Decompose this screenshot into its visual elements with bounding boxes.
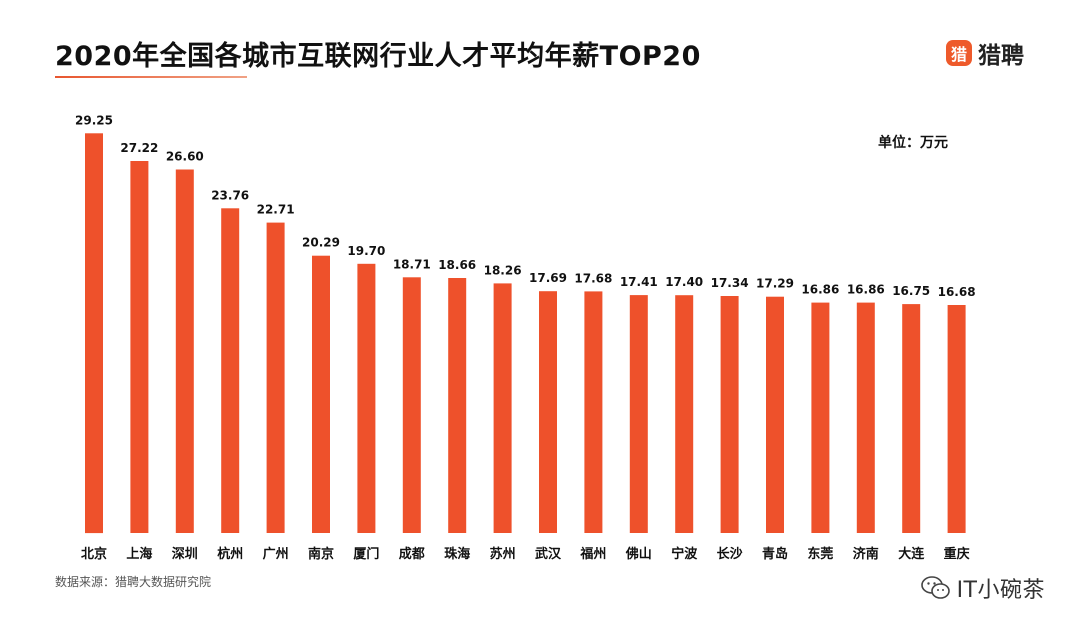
bar-大连 xyxy=(902,304,921,533)
category-label-宁波: 宁波 xyxy=(671,546,698,562)
bar-成都 xyxy=(402,277,421,533)
bar-上海 xyxy=(130,161,149,533)
category-label-杭州: 杭州 xyxy=(217,546,243,562)
bar-广州 xyxy=(266,222,285,533)
bar-珠海 xyxy=(448,278,467,533)
value-label-宁波: 17.40 xyxy=(665,275,703,289)
value-label-武汉: 17.69 xyxy=(529,271,567,285)
wechat-watermark: IT小碗茶 xyxy=(920,572,1045,604)
title-underline xyxy=(55,76,247,78)
value-label-北京: 29.25 xyxy=(75,113,113,127)
value-label-成都: 18.71 xyxy=(393,257,431,271)
bar-杭州 xyxy=(221,208,240,534)
bar-深圳 xyxy=(175,169,194,533)
category-label-上海: 上海 xyxy=(126,546,152,562)
value-labels-layer: 29.25 27.22 26.60 23.76 22.71 20.29 19.70 18.71… xyxy=(75,113,976,299)
category-label-厦门: 厦门 xyxy=(353,546,379,562)
liepin-logo-mark: 猎 xyxy=(946,40,972,66)
wechat-icon xyxy=(920,576,950,599)
value-label-珠海: 18.66 xyxy=(438,258,476,272)
category-label-青岛: 青岛 xyxy=(762,546,788,562)
category-label-南京: 南京 xyxy=(308,546,334,562)
value-label-长沙: 17.34 xyxy=(711,276,749,290)
chart-title: 2020年全国各城市互联网行业人才平均年薪TOP20 xyxy=(55,41,701,72)
value-label-深圳: 26.60 xyxy=(166,150,204,164)
value-label-重庆: 16.68 xyxy=(938,285,976,299)
value-label-青岛: 17.29 xyxy=(756,277,794,291)
category-label-济南: 济南 xyxy=(853,546,879,562)
value-label-济南: 16.86 xyxy=(847,283,885,297)
category-labels-layer: 北京 上海 深圳 杭州 广州 南京 厦门 成都 珠海 苏州 武汉 福州 佛山 宁波 长沙 青岛 东莞 济南 大连 重庆 xyxy=(81,546,970,562)
category-label-福州: 福州 xyxy=(579,546,606,562)
bar-厦门 xyxy=(357,263,376,533)
category-label-东莞: 东莞 xyxy=(807,546,833,562)
category-label-大连: 大连 xyxy=(898,546,925,562)
value-label-厦门: 19.70 xyxy=(347,244,385,258)
value-label-杭州: 23.76 xyxy=(211,188,249,202)
category-label-武汉: 武汉 xyxy=(535,546,562,562)
liepin-logo: 猎 猎聘 xyxy=(946,36,1024,70)
value-label-苏州: 18.26 xyxy=(484,263,522,277)
category-label-珠海: 珠海 xyxy=(444,546,470,562)
bar-济南 xyxy=(856,302,875,533)
bar-南京 xyxy=(312,255,330,533)
value-label-佛山: 17.41 xyxy=(620,275,658,289)
value-label-东莞: 16.86 xyxy=(801,283,839,297)
bar-长沙 xyxy=(720,296,739,533)
value-label-广州: 22.71 xyxy=(257,203,295,217)
category-label-北京: 北京 xyxy=(81,546,107,562)
category-label-重庆: 重庆 xyxy=(944,546,970,562)
watermark-text: IT小碗茶 xyxy=(956,578,1045,603)
bar-青岛 xyxy=(766,296,784,533)
value-label-上海: 27.22 xyxy=(120,141,158,155)
value-label-福州: 17.68 xyxy=(574,271,612,285)
category-label-佛山: 佛山 xyxy=(625,546,652,562)
category-label-长沙: 长沙 xyxy=(717,546,743,562)
value-label-大连: 16.75 xyxy=(892,284,930,298)
bar-重庆 xyxy=(947,305,966,533)
liepin-logo-text: 猎聘 xyxy=(978,43,1024,69)
source-note: 数据来源：猎聘大数据研究院 xyxy=(55,575,212,589)
bar-北京 xyxy=(85,133,103,534)
bar-佛山 xyxy=(629,295,648,533)
bar-宁波 xyxy=(675,295,694,533)
unit-label: 单位：万元 xyxy=(878,135,948,151)
bar-武汉 xyxy=(539,291,557,533)
category-label-深圳: 深圳 xyxy=(172,546,198,562)
category-label-苏州: 苏州 xyxy=(490,546,516,562)
value-label-南京: 20.29 xyxy=(302,236,340,250)
bar-东莞 xyxy=(811,302,830,533)
bar-苏州 xyxy=(493,283,512,533)
category-label-广州: 广州 xyxy=(263,546,289,562)
bars-layer xyxy=(85,133,966,534)
bar-福州 xyxy=(584,291,603,533)
category-label-成都: 成都 xyxy=(399,546,425,562)
